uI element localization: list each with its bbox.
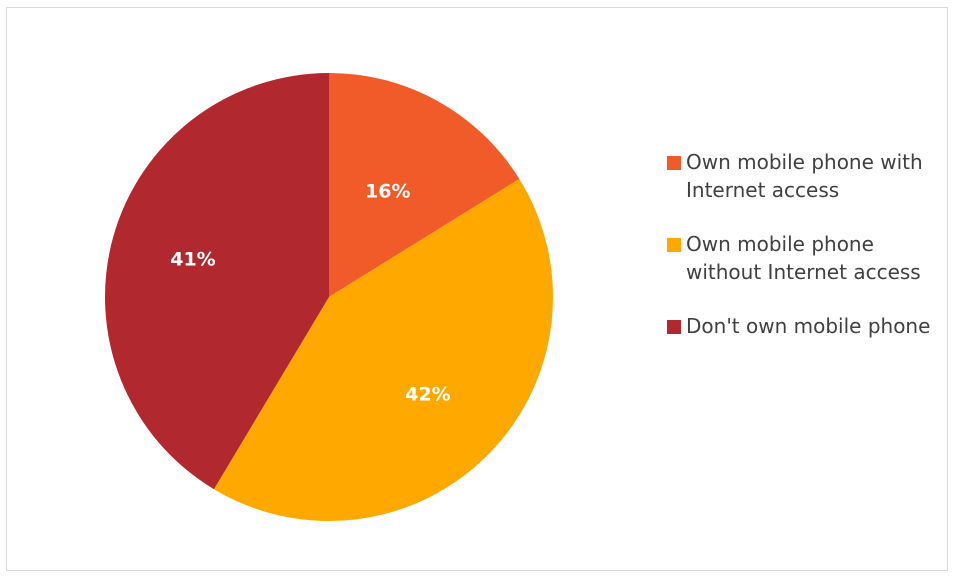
- legend-label-internet-access: Own mobile phone with Internet access: [686, 150, 923, 202]
- legend-item-no-phone: Don't own mobile phone: [664, 312, 948, 340]
- slice-label-internet-access: 16%: [365, 180, 410, 202]
- pie-slices: [104, 73, 554, 522]
- legend-label-no-internet-access: Own mobile phone without Internet access: [686, 232, 921, 284]
- legend: Own mobile phone with Internet access Ow…: [664, 148, 948, 340]
- slice-internet-access: [329, 73, 520, 297]
- legend-swatch-no-phone: [667, 320, 681, 334]
- slice-label-no-phone: 41%: [170, 248, 215, 270]
- legend-swatch-internet-access: [667, 156, 681, 170]
- slice-no-internet-access: [213, 178, 554, 522]
- legend-label-no-phone: Don't own mobile phone: [686, 314, 931, 338]
- legend-swatch-no-internet-access: [667, 238, 681, 252]
- legend-item-no-internet-access: Own mobile phone without Internet access: [664, 230, 948, 286]
- pie-slice-labels: 16% 42% 41%: [170, 180, 450, 405]
- legend-item-internet-access: Own mobile phone with Internet access: [664, 148, 948, 204]
- slice-no-phone: [104, 73, 329, 490]
- slice-label-no-internet-access: 42%: [405, 383, 450, 405]
